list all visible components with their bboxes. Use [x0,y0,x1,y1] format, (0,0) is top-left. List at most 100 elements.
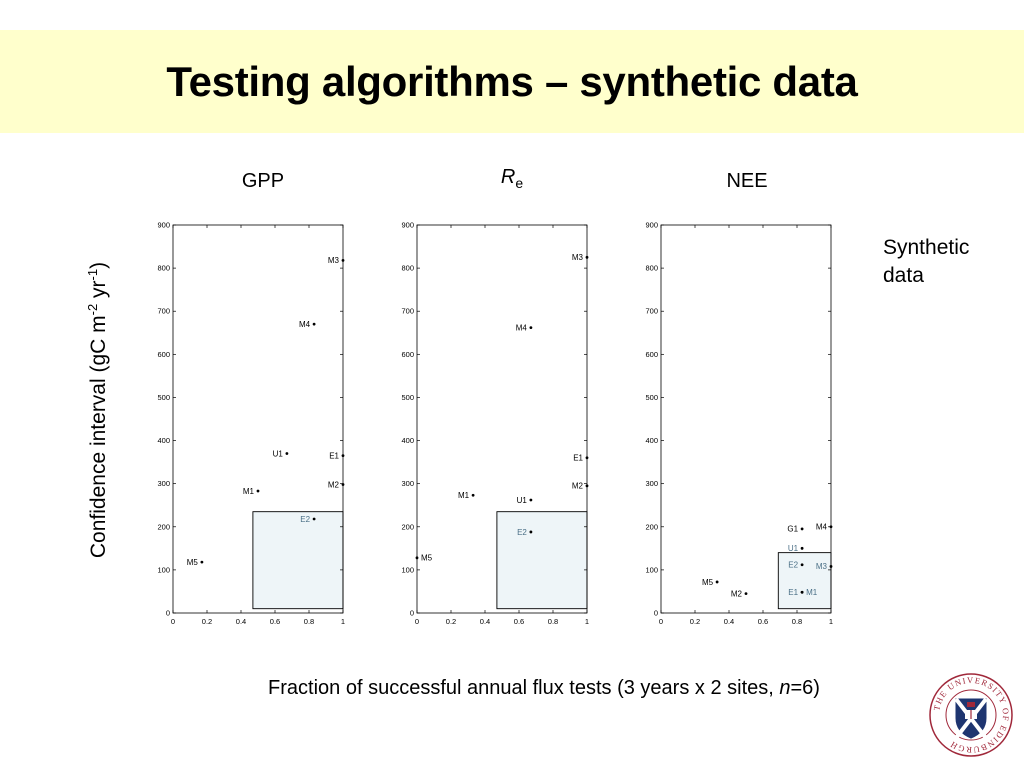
y-tick-label: 600 [157,350,170,359]
data-label-m3: M3 [572,253,584,262]
data-label-m5: M5 [421,554,433,563]
data-point-m1 [800,590,804,594]
x-axis-label-n: n [779,677,791,699]
data-point-m5 [715,580,719,584]
data-label-m5: M5 [702,578,714,587]
y-tick-label: 200 [645,522,658,531]
y-tick-label: 900 [157,221,170,230]
x-tick-label: 1 [341,617,345,626]
data-point-e1 [585,456,589,460]
panel-title-re-sub: e [515,175,524,191]
data-point-m4 [529,326,533,330]
x-tick-label: 0.4 [480,617,490,626]
data-label-m1: M1 [243,487,255,496]
data-label-m4: M4 [299,320,311,329]
y-tick-label: 700 [645,307,658,316]
x-axis-label: Fraction of successful annual flux tests… [0,677,1024,700]
x-tick-label: 0.4 [236,617,246,626]
data-point-m1 [256,489,260,493]
y-tick-label: 800 [157,264,170,273]
slide-title: Testing algorithms – synthetic data [166,58,858,105]
data-point-m3 [829,565,833,568]
data-point-m3 [585,255,589,259]
title-band [0,30,1024,133]
data-label-u1: U1 [273,449,284,458]
data-point-m5 [200,560,204,564]
data-point-g1 [800,527,804,531]
y-tick-label: 100 [645,565,658,574]
y-tick-label: 400 [401,436,414,445]
y-tick-label: 400 [645,436,658,445]
data-point-m2 [585,484,589,488]
data-point-m2 [744,592,748,595]
y-tick-label: 300 [401,479,414,488]
data-label-m1: M1 [458,491,470,500]
chart-panel-1: 0 100 200 300 400 500 600 700 800 900 0 0.2 0.4 0.6 0.… [401,221,589,627]
x-tick-label: 0 [659,617,663,626]
data-label-u1: U1 [788,544,799,553]
data-label-m4: M4 [516,323,528,332]
data-label-g1: G1 [787,525,798,534]
data-point-m3 [341,258,345,262]
x-tick-label: 1 [829,617,833,626]
data-label-e1: E1 [329,451,339,460]
data-point-u1 [529,498,533,502]
y-tick-label: 100 [157,565,170,574]
data-label-m2: M2 [328,480,340,489]
x-tick-label: 1 [585,617,589,626]
x-axis-label-suffix: =6) [790,677,820,699]
y-tick-label: 500 [157,393,170,402]
data-point-e2 [529,530,533,534]
data-label-e1: E1 [573,454,583,463]
y-tick-label: 500 [645,393,658,402]
data-point-m1 [471,493,475,497]
data-label-m4: M4 [816,523,828,532]
y-tick-label: 400 [157,436,170,445]
data-label-e2: E2 [300,515,310,524]
data-point-e2 [800,563,804,567]
x-tick-label: 0.8 [304,617,314,626]
y-tick-label: 800 [645,264,658,273]
x-tick-label: 0.8 [792,617,802,626]
data-label-m5: M5 [187,558,199,567]
y-tick-label: 300 [157,479,170,488]
x-tick-label: 0.4 [724,617,734,626]
y-tick-label: 200 [157,522,170,531]
data-label-m3: M3 [816,562,828,571]
y-tick-label: 600 [401,350,414,359]
y-tick-label: 700 [157,307,170,316]
data-point-m4 [829,525,833,529]
panel-title-nee: NEE [726,170,768,192]
x-tick-label: 0.8 [548,617,558,626]
data-label-e1: E1 [788,588,798,597]
chart-panel-0: 0 100 200 300 400 500 600 700 800 900 0 0.2 0.4 0.6 0.… [157,221,345,627]
x-tick-label: 0.2 [202,617,212,626]
y-tick-label: 700 [401,307,414,316]
plot-frame [660,224,832,614]
data-point-e2 [312,517,316,521]
x-tick-label: 0.6 [758,617,768,626]
plot-frame [172,224,344,614]
y-tick-label: 500 [401,393,414,402]
data-label-m3: M3 [328,256,340,265]
data-label-m1: M1 [806,588,818,597]
data-point-m2 [341,483,345,486]
x-tick-label: 0.2 [690,617,700,626]
data-point-e1 [341,454,345,458]
data-label-m2: M2 [572,482,584,491]
y-tick-label: 0 [410,609,414,618]
x-tick-label: 0.2 [446,617,456,626]
data-label-e2: E2 [788,561,798,570]
y-tick-label: 600 [645,350,658,359]
y-tick-label: 100 [401,565,414,574]
synthetic-data-note: Synthetic data [883,236,970,287]
data-point-m4 [312,322,316,326]
y-tick-label: 0 [654,609,658,618]
plot-frame [416,224,588,614]
highlight-box [496,511,588,610]
y-tick-label: 300 [645,479,658,488]
y-tick-label: 200 [401,522,414,531]
data-label-u1: U1 [517,496,528,505]
data-label-e2: E2 [517,528,527,537]
